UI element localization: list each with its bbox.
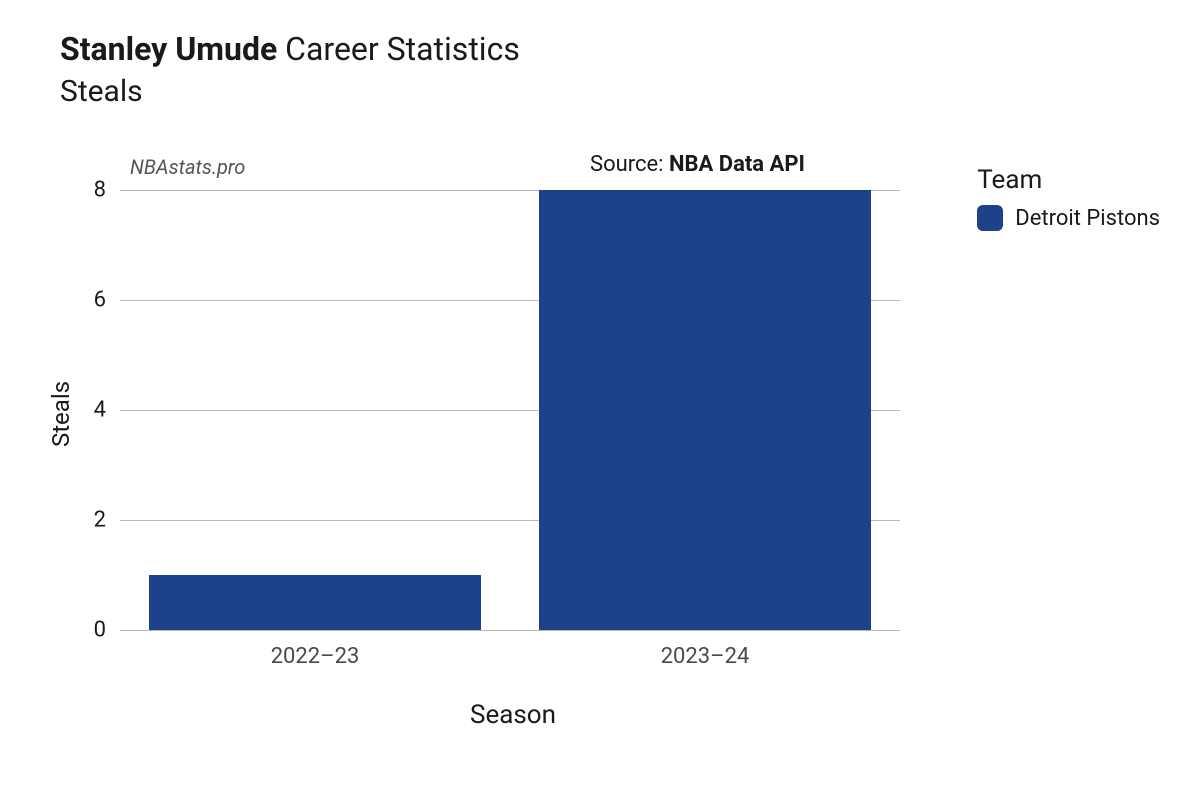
bar xyxy=(539,190,871,630)
y-tick-label: 0 xyxy=(94,618,120,643)
title-suffix: Career Statistics xyxy=(285,30,520,68)
y-tick-label: 2 xyxy=(94,508,120,533)
y-axis-label: Steals xyxy=(47,381,75,447)
title-player-name: Stanley Umude xyxy=(60,30,277,68)
bar xyxy=(149,575,481,630)
source-attribution: Source: NBA Data API xyxy=(590,152,805,177)
legend: Team Detroit Pistons xyxy=(977,165,1160,231)
source-prefix: Source: xyxy=(590,152,669,177)
x-axis-label: Season xyxy=(470,700,556,730)
x-tick-label: 2022–23 xyxy=(271,630,360,669)
chart-title-line1: Stanley Umude Career Statistics xyxy=(60,30,520,68)
source-name: NBA Data API xyxy=(669,152,805,177)
legend-title: Team xyxy=(977,165,1160,195)
watermark-text: NBAstats.pro xyxy=(130,155,245,179)
gridline xyxy=(120,630,900,631)
chart-container: Stanley Umude Career Statistics Steals N… xyxy=(0,0,1200,800)
y-tick-label: 6 xyxy=(94,288,120,313)
legend-item-label: Detroit Pistons xyxy=(1015,206,1160,231)
chart-title-block: Stanley Umude Career Statistics Steals xyxy=(60,30,520,109)
chart-subtitle: Steals xyxy=(60,74,520,109)
y-tick-label: 4 xyxy=(94,398,120,423)
legend-item: Detroit Pistons xyxy=(977,205,1160,231)
y-tick-label: 8 xyxy=(94,178,120,203)
legend-swatch xyxy=(977,205,1003,231)
plot-inner: 024682022–232023–24 xyxy=(120,190,900,630)
x-tick-label: 2023–24 xyxy=(661,630,750,669)
plot-area: 024682022–232023–24 xyxy=(120,190,900,630)
